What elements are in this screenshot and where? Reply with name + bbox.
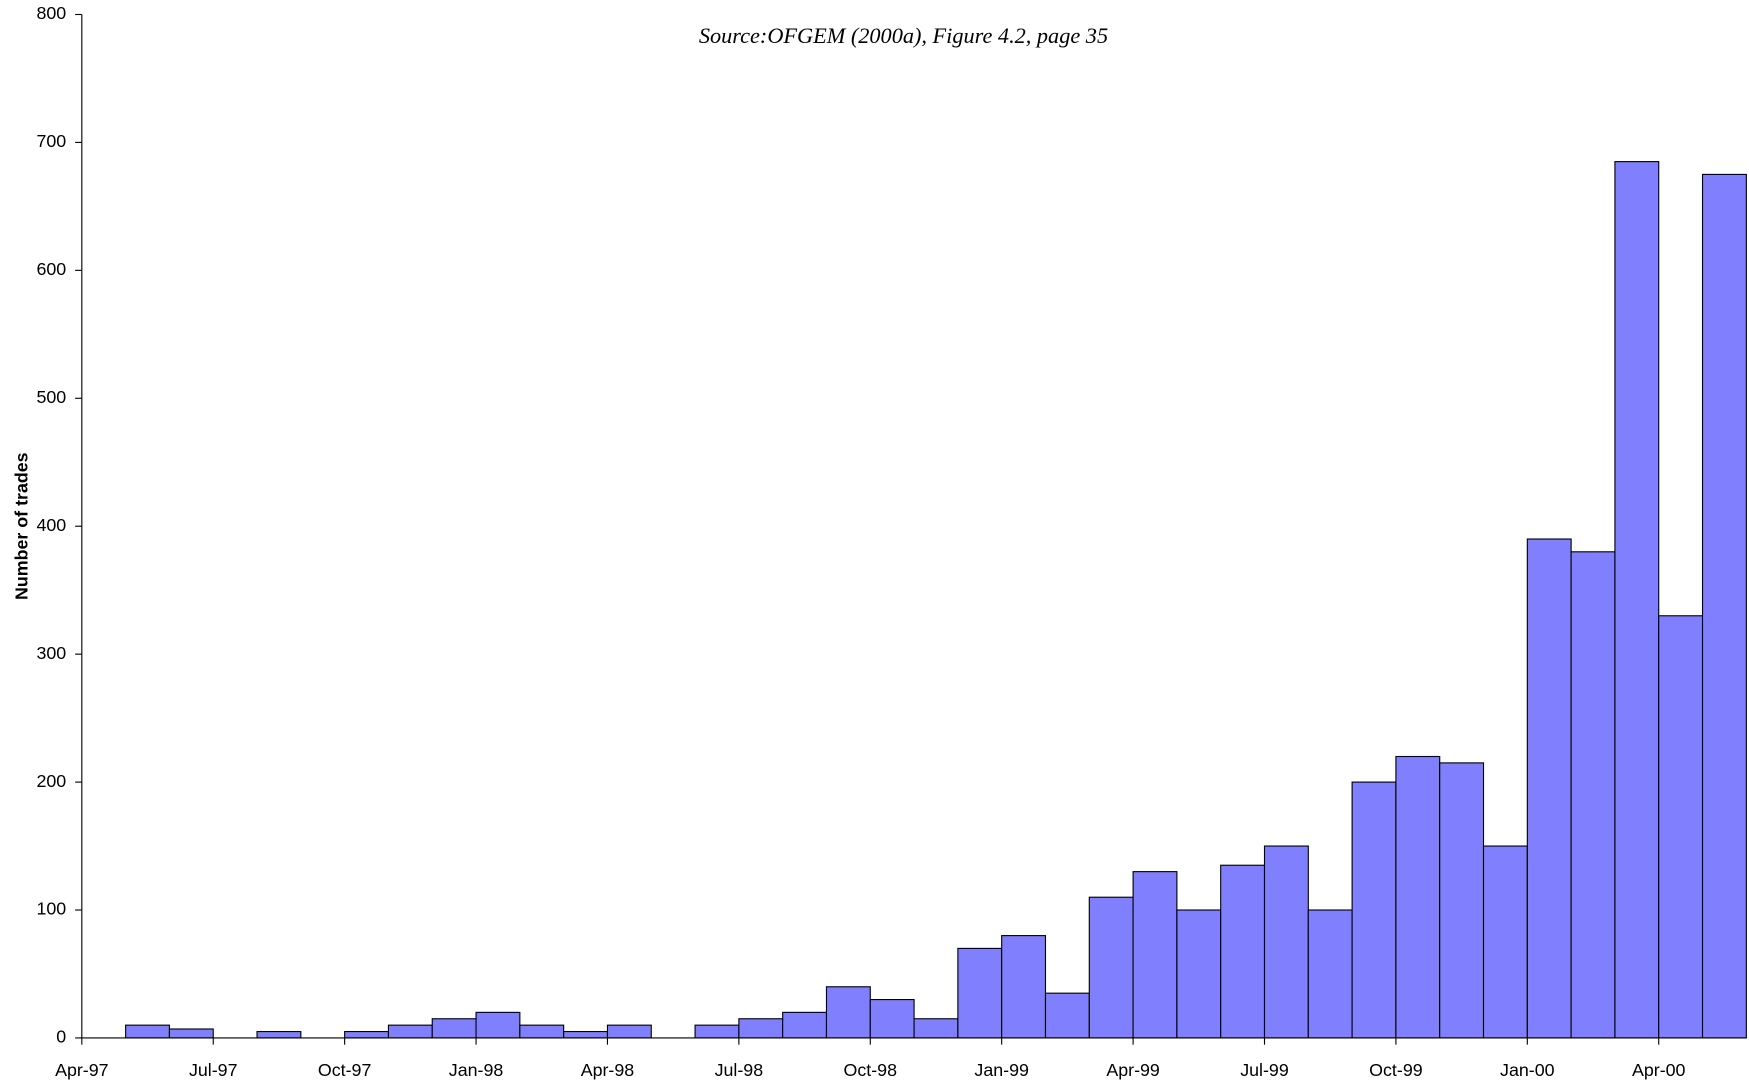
bar [738, 1018, 784, 1039]
bar [125, 1024, 170, 1039]
x-tick-label: Apr-99 [1106, 1060, 1160, 1080]
bar [1132, 871, 1178, 1039]
x-tick-label: Oct-97 [318, 1060, 372, 1080]
x-tick-label: Jul-99 [1240, 1060, 1289, 1080]
y-axis-label: Number of trades [11, 452, 31, 600]
bar [431, 1018, 477, 1039]
y-tick-label: 800 [36, 3, 66, 23]
x-tick-label: Jul-97 [189, 1060, 238, 1080]
bar [825, 986, 871, 1039]
y-tick-label: 200 [36, 771, 66, 791]
bar [1220, 864, 1266, 1039]
y-tick-label: 600 [36, 259, 66, 279]
bar [1526, 538, 1572, 1039]
bar [913, 1018, 959, 1039]
bar [1614, 161, 1660, 1039]
bar [869, 999, 915, 1039]
bar [1395, 755, 1441, 1039]
bar [694, 1024, 740, 1039]
bar [957, 947, 1003, 1039]
bar [782, 1011, 828, 1039]
bar [1658, 615, 1704, 1039]
y-tick-label: 300 [36, 643, 66, 663]
y-tick-label: 700 [36, 131, 66, 151]
bar [344, 1030, 390, 1039]
bar [475, 1011, 521, 1039]
bar [1570, 551, 1616, 1039]
y-tick-label: 500 [36, 387, 66, 407]
bar [387, 1024, 433, 1039]
bar [1001, 935, 1047, 1039]
x-tick-label: Apr-97 [55, 1060, 109, 1080]
bar [1482, 845, 1528, 1039]
y-tick-label: 0 [56, 1027, 66, 1047]
y-tick-label: 100 [36, 899, 66, 919]
x-tick-label: Jul-98 [715, 1060, 764, 1080]
x-tick-label: Oct-99 [1369, 1060, 1423, 1080]
bar [519, 1024, 565, 1039]
x-tick-label: Oct-98 [844, 1060, 898, 1080]
bar [1307, 909, 1353, 1039]
bar [1439, 762, 1485, 1039]
x-tick-label: Jan-98 [449, 1060, 504, 1080]
x-tick-label: Jan-00 [1500, 1060, 1555, 1080]
bar [1351, 781, 1397, 1039]
bar [1044, 992, 1090, 1039]
bar [168, 1028, 214, 1039]
x-tick-label: Apr-98 [581, 1060, 635, 1080]
bar [1701, 173, 1747, 1039]
chart-title: Source:OFGEM (2000a), Figure 4.2, page 3… [699, 23, 1108, 48]
x-tick-label: Jan-99 [974, 1060, 1029, 1080]
bar [1176, 909, 1222, 1039]
bar [1263, 845, 1309, 1039]
bar [1088, 896, 1134, 1039]
bar [563, 1030, 609, 1039]
bar [256, 1030, 302, 1039]
x-tick-label: Apr-00 [1632, 1060, 1686, 1080]
y-tick-label: 400 [36, 515, 66, 535]
bar [606, 1024, 652, 1039]
